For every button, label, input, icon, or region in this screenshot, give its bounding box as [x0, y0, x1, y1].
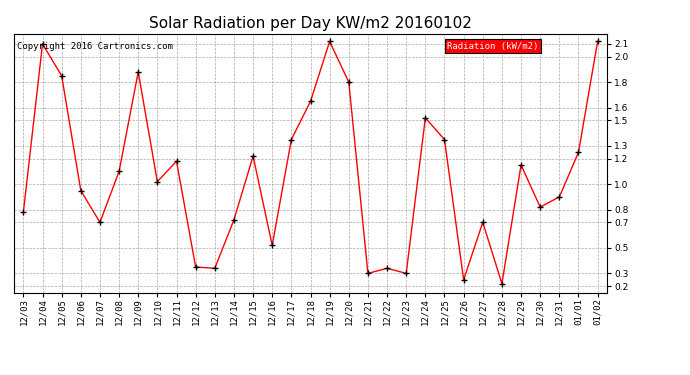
Text: Copyright 2016 Cartronics.com: Copyright 2016 Cartronics.com	[17, 42, 172, 51]
Text: Radiation (kW/m2): Radiation (kW/m2)	[447, 42, 538, 51]
Title: Solar Radiation per Day KW/m2 20160102: Solar Radiation per Day KW/m2 20160102	[149, 16, 472, 31]
